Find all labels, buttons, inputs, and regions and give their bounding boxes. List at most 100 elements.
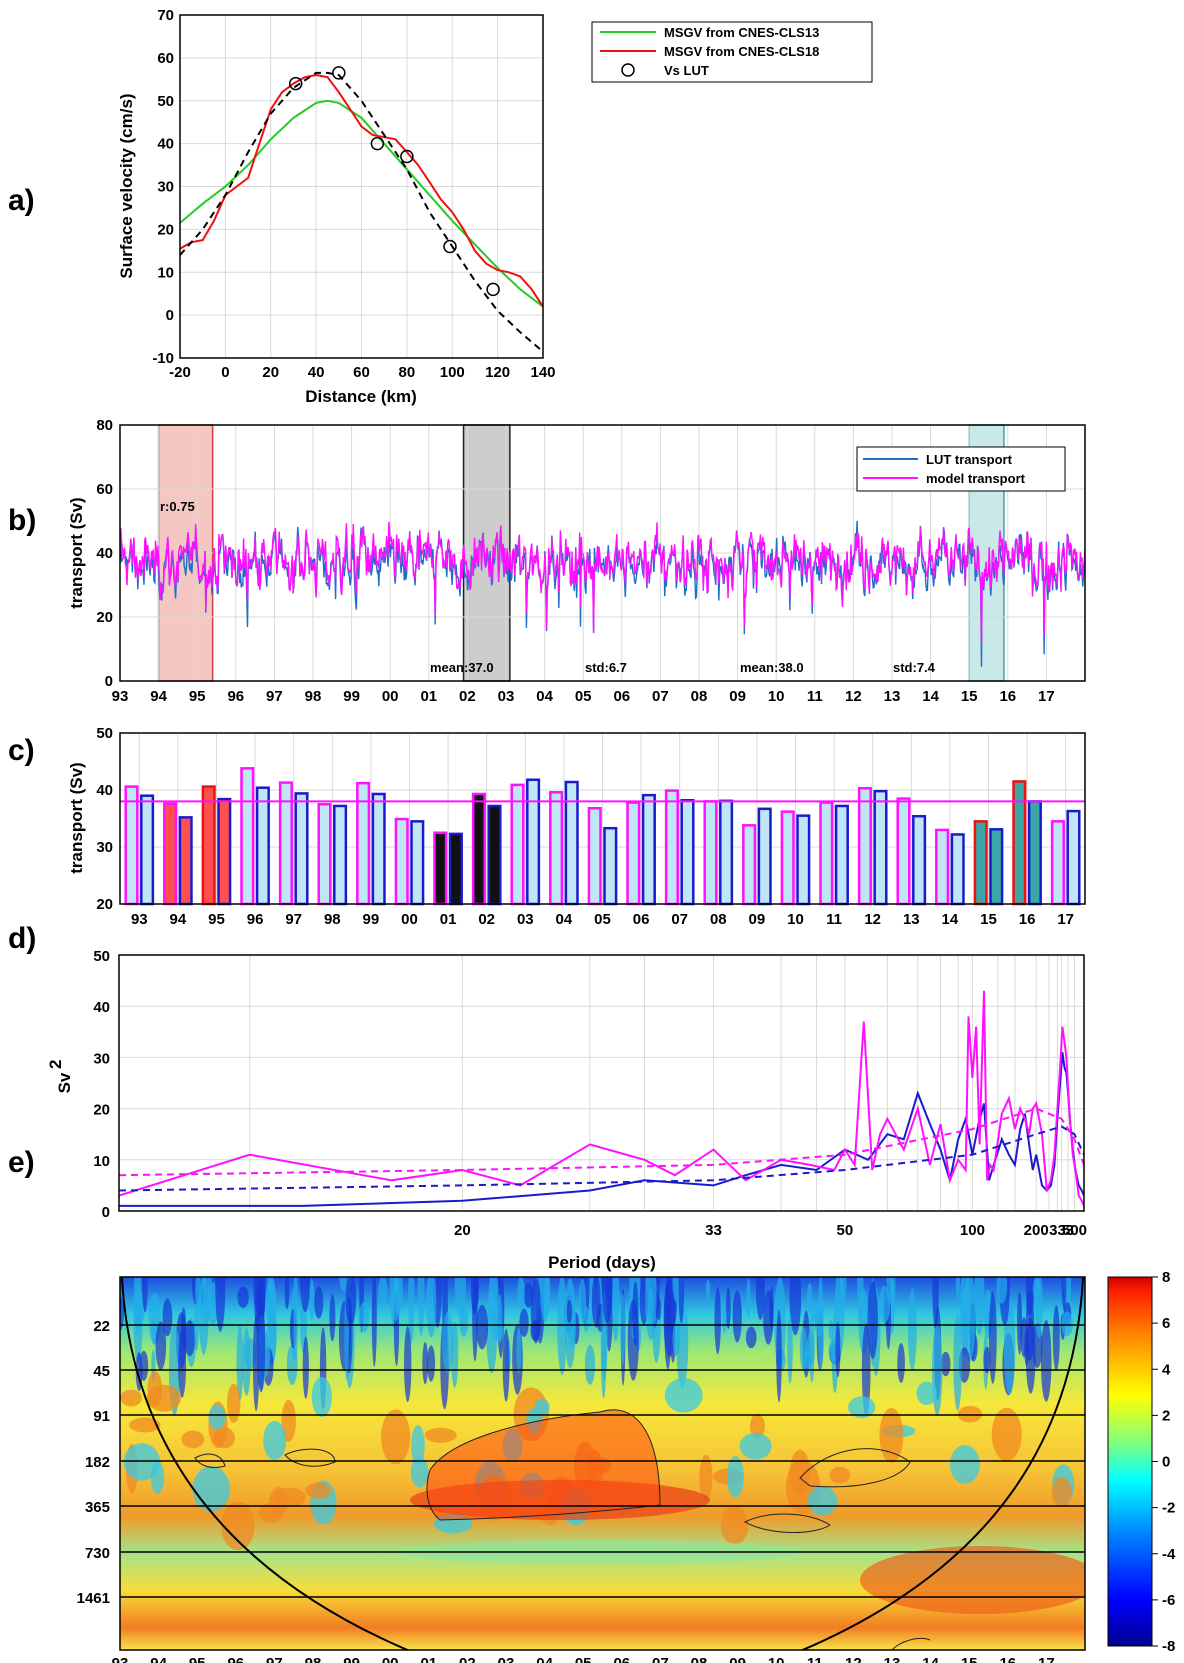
chart-b-model-std: std:7.4 <box>893 660 936 675</box>
chart-c-bar-lut <box>178 816 193 906</box>
chart-a-series-line <box>180 73 543 308</box>
chart-c-bar-model <box>819 801 834 906</box>
chart-a-series-line <box>180 71 543 353</box>
chart-a-frame <box>179 14 544 359</box>
chart-d-ylabel-text: Sv <box>55 1072 74 1093</box>
panel-label-b: b) <box>8 504 36 537</box>
wavelet-blob <box>300 1277 311 1313</box>
wavelet-blob <box>955 1277 961 1301</box>
wavelet-blob <box>358 1302 370 1333</box>
chart-b: 93 94 95 96 97 98 99 00 01 02 03 04 05 06 07 08 09 10 11 12… <box>67 417 1086 705</box>
chart-d-xtick: 100 <box>960 1222 985 1239</box>
wavelet-blob <box>284 1277 290 1310</box>
wavelet-blob <box>1061 1277 1067 1311</box>
chart-c-ylabel: transport (Sv) <box>67 762 86 873</box>
chart-c-xtick: 09 <box>749 911 766 928</box>
wavelet-blob <box>566 1299 573 1324</box>
chart-c-bar-model <box>935 828 950 906</box>
chart-e-ytick: 365 <box>85 1499 110 1516</box>
wavelet-blob <box>129 1417 161 1433</box>
chart-c-bar-lut <box>255 786 270 906</box>
wavelet-blob <box>523 1282 534 1308</box>
chart-d-ytick: 50 <box>93 948 110 965</box>
wavelet-blob <box>120 1296 124 1331</box>
chart-c-bar-lut <box>487 804 502 906</box>
chart-c-bar-lut <box>1066 809 1081 906</box>
wavelet-blob <box>192 1466 230 1512</box>
wavelet-blob <box>857 1277 864 1323</box>
chart-b-xtick: 95 <box>189 688 206 705</box>
chart-a-ytick: 30 <box>157 179 174 196</box>
wavelet-blob <box>293 1277 299 1362</box>
wavelet-blob <box>516 1327 522 1374</box>
chart-b-ytick: 40 <box>96 545 113 562</box>
chart-d-frame <box>118 954 1085 1212</box>
wavelet-blob <box>897 1343 905 1383</box>
chart-c-xtick: 96 <box>247 911 264 928</box>
wavelet-hotspot <box>860 1546 1085 1614</box>
chart-a-xtick: 0 <box>221 364 229 381</box>
wavelet-blob <box>583 1306 589 1333</box>
colorbar-tick-label: 0 <box>1162 1454 1170 1471</box>
chart-c-bar-model <box>664 789 679 906</box>
chart-c-bar-lut <box>873 789 888 906</box>
colorbar-tick-label: 6 <box>1162 1315 1170 1332</box>
wavelet-blob <box>305 1482 332 1499</box>
wavelet-blob <box>178 1329 187 1398</box>
chart-c-xtick: 14 <box>942 911 959 928</box>
chart-c-bar-model <box>742 824 757 906</box>
chart-e-xtick: 13 <box>884 1655 901 1663</box>
wavelet-blob <box>806 1332 815 1367</box>
chart-c-bar-lut <box>140 794 155 906</box>
chart-c-xtick: 12 <box>864 911 881 928</box>
wavelet-blob <box>281 1399 296 1442</box>
colorbar-tick-label: 4 <box>1162 1361 1171 1378</box>
chart-b-xtick: 04 <box>536 688 553 705</box>
legend-label-vslut: Vs LUT <box>664 63 709 78</box>
wavelet-blob <box>932 1277 939 1330</box>
wavelet-blob <box>309 1278 315 1322</box>
chart-c-bar-lut <box>641 793 656 906</box>
wavelet-blob <box>215 1277 226 1332</box>
chart-b-xtick: 98 <box>305 688 322 705</box>
chart-a-legend: MSGV from CNES-CLS13 MSGV from CNES-CLS1… <box>591 21 873 83</box>
chart-e-xtick: 04 <box>536 1655 553 1663</box>
chart-c-xtick: 08 <box>710 911 727 928</box>
wavelet-blob <box>664 1378 703 1413</box>
wavelet-blob <box>181 1430 205 1449</box>
wavelet-blob <box>949 1445 980 1484</box>
wavelet-blob <box>378 1277 388 1307</box>
chart-b-xtick: 17 <box>1038 688 1055 705</box>
wavelet-blob <box>422 1342 429 1385</box>
chart-a-xtick: 20 <box>262 364 279 381</box>
chart-a-lut-marker <box>332 66 346 80</box>
chart-e-xtick: 95 <box>189 1655 206 1663</box>
chart-b-xtick: 14 <box>922 688 939 705</box>
chart-c-xtick: 06 <box>633 911 650 928</box>
significance-contour <box>743 1513 831 1533</box>
wavelet-blob <box>678 1277 685 1324</box>
colorbar-tick-label: -8 <box>1162 1638 1175 1655</box>
chart-b-legend: LUT transport model transport <box>856 446 1066 492</box>
wavelet-blob <box>408 1277 415 1344</box>
cone-of-influence-left <box>121 1277 411 1650</box>
wavelet-blob <box>426 1277 437 1338</box>
chart-c-xtick: 10 <box>787 911 804 928</box>
wavelet-blob <box>381 1409 411 1465</box>
chart-c-bar-model <box>857 787 872 906</box>
wavelet-blob <box>996 1277 1008 1304</box>
wavelet-blob <box>417 1277 425 1336</box>
wavelet-blob <box>227 1383 241 1423</box>
chart-c-bar-model <box>780 810 795 906</box>
chart-c-xtick: 17 <box>1057 911 1074 928</box>
chart-e-ytick: 1461 <box>77 1590 110 1607</box>
panel-label-e: e) <box>8 1146 35 1179</box>
wavelet-blob <box>591 1277 601 1328</box>
chart-e: 2245911823657301461939495969798990001020… <box>77 1269 1176 1663</box>
wavelet-blob <box>1020 1317 1028 1358</box>
wavelet-blob <box>879 1408 904 1463</box>
chart-c-bar-model <box>973 820 988 906</box>
chart-c-bar-lut <box>333 804 348 906</box>
wavelet-blob <box>725 1286 731 1330</box>
chart-a-ytick: 20 <box>157 221 174 238</box>
